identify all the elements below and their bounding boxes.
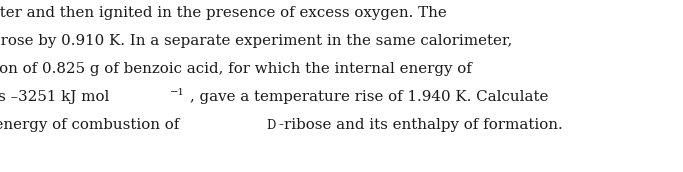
Text: in a calorimeter and then ignited in the presence of excess oxygen. The: in a calorimeter and then ignited in the… [0,6,447,20]
Text: -ribose and its enthalpy of formation.: -ribose and its enthalpy of formation. [279,118,563,132]
Text: D: D [267,119,276,132]
Text: the internal energy of combustion of: the internal energy of combustion of [0,118,184,132]
Text: combustion is –3251 kJ mol: combustion is –3251 kJ mol [0,90,109,104]
Text: , gave a temperature rise of 1.940 K. Calculate: , gave a temperature rise of 1.940 K. Ca… [189,90,548,104]
Text: temperature rose by 0.910 K. In a separate experiment in the same calorimeter,: temperature rose by 0.910 K. In a separa… [0,34,512,48]
Text: −1: −1 [170,88,185,97]
Text: the combustion of 0.825 g of benzoic acid, for which the internal energy of: the combustion of 0.825 g of benzoic aci… [0,62,472,76]
